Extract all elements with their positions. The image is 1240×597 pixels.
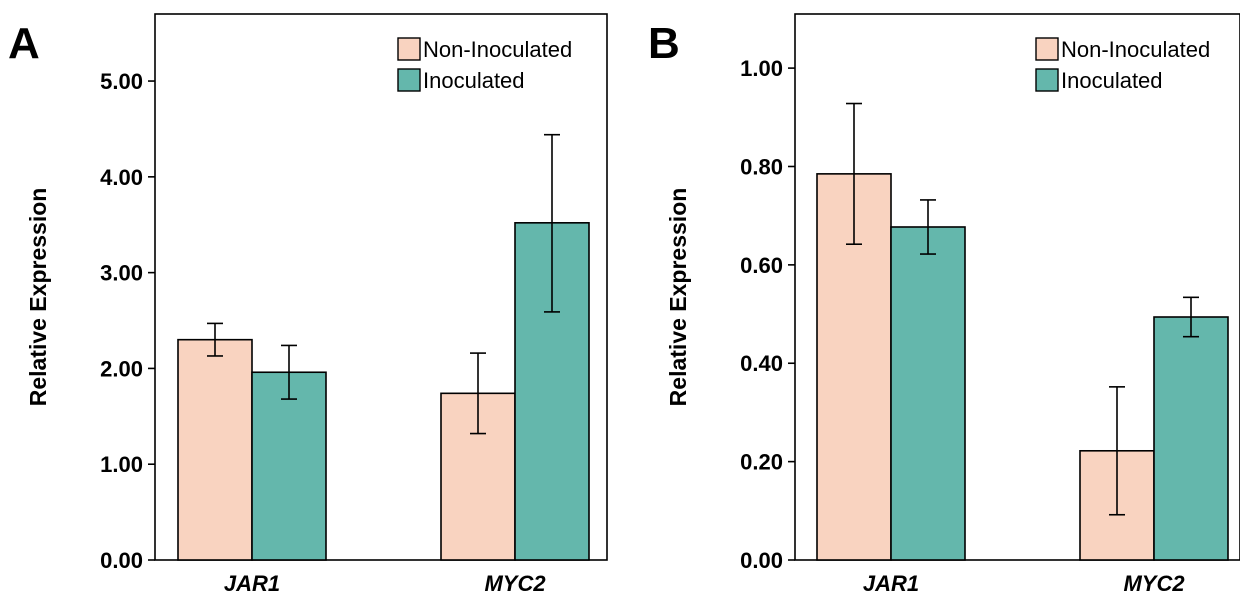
legend-label: Inoculated (1061, 68, 1163, 93)
bar-inoculated-jar1 (251, 371, 327, 561)
category-label: JAR1 (224, 571, 280, 596)
bar-inoculated-myc2 (1153, 316, 1229, 561)
bar-inoculated-jar1 (890, 226, 966, 561)
y-tick-label: 1.00 (100, 452, 143, 477)
y-tick-label: 1.00 (740, 56, 783, 81)
legend-label: Non-Inoculated (1061, 37, 1210, 62)
legend-label: Non-Inoculated (423, 37, 572, 62)
plot-frame (794, 13, 1240, 561)
panel-letter: A (8, 19, 40, 68)
category-label: MYC2 (1123, 571, 1185, 596)
y-tick-label: 4.00 (100, 165, 143, 190)
y-tick-label: 0.40 (740, 351, 783, 376)
bar-non-inoculated-jar1 (177, 338, 253, 561)
y-tick-label: 0.20 (740, 450, 783, 475)
panel-letter: B (648, 19, 680, 68)
legend-swatch-non-inoculated (397, 37, 421, 61)
legend-label: Inoculated (423, 68, 525, 93)
category-label: JAR1 (863, 571, 919, 596)
chart-panel-b: B 0.00 0.20 0.40 0.60 0.80 1.00 Relative Expres… (648, 13, 1240, 596)
legend-swatch-inoculated (397, 68, 421, 92)
y-tick-label: 0.60 (740, 253, 783, 278)
category-label: MYC2 (484, 571, 546, 596)
y-tick-label: 0.80 (740, 154, 783, 179)
chart-panel-a: A 0.00 1.00 2.00 3.00 4.00 5.00 Relative Expres… (8, 13, 608, 596)
legend-swatch-inoculated (1035, 68, 1059, 92)
y-tick-label: 3.00 (100, 261, 143, 286)
y-axis-title: Relative Expression (25, 188, 51, 407)
plot-frame (154, 13, 608, 561)
y-tick-label: 2.00 (100, 356, 143, 381)
y-tick-label: 0.00 (100, 548, 143, 573)
y-tick-label: 0.00 (740, 548, 783, 573)
y-axis-title: Relative Expression (665, 188, 691, 407)
y-tick-label: 5.00 (100, 69, 143, 94)
legend-swatch-non-inoculated (1035, 37, 1059, 61)
